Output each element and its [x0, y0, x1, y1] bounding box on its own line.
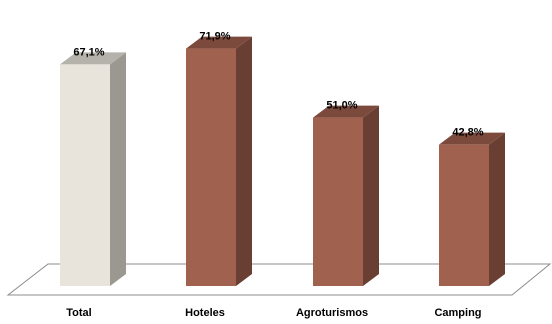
category-label-hoteles: Hoteles — [185, 307, 225, 319]
data-label-agroturismos: 51,0% — [326, 100, 357, 112]
bar-front-face — [313, 117, 363, 287]
category-labels-group: Total Hoteles Agroturismos Camping — [66, 307, 481, 319]
bar-top-face — [60, 52, 126, 65]
bar-front-face — [186, 48, 236, 287]
bar-side-face — [363, 105, 379, 287]
bar-front-face — [60, 64, 110, 287]
bar-hoteles — [186, 36, 252, 287]
category-label-camping: Camping — [434, 307, 481, 319]
bar-side-face — [236, 36, 252, 287]
data-labels-group: 67,1% 71,9% 51,0% 42,8% — [73, 31, 483, 139]
chart-floor — [6, 263, 552, 296]
bar-camping — [439, 132, 505, 286]
bars-group — [60, 36, 505, 287]
category-label-total: Total — [66, 307, 91, 319]
data-label-total: 67,1% — [73, 46, 104, 58]
bar-total — [60, 52, 126, 287]
category-label-agroturismos: Agroturismos — [296, 307, 368, 319]
bar-side-face — [489, 132, 505, 286]
bar-top-face — [186, 36, 252, 49]
bar-top-face — [313, 105, 379, 118]
bar-agroturismos — [313, 105, 379, 287]
data-label-hoteles: 71,9% — [199, 31, 230, 43]
data-label-camping: 42,8% — [452, 127, 483, 139]
bar-front-face — [439, 144, 489, 286]
chart-floor-outline — [6, 263, 552, 296]
bar-side-face — [110, 52, 126, 287]
bar-top-face — [439, 132, 505, 145]
